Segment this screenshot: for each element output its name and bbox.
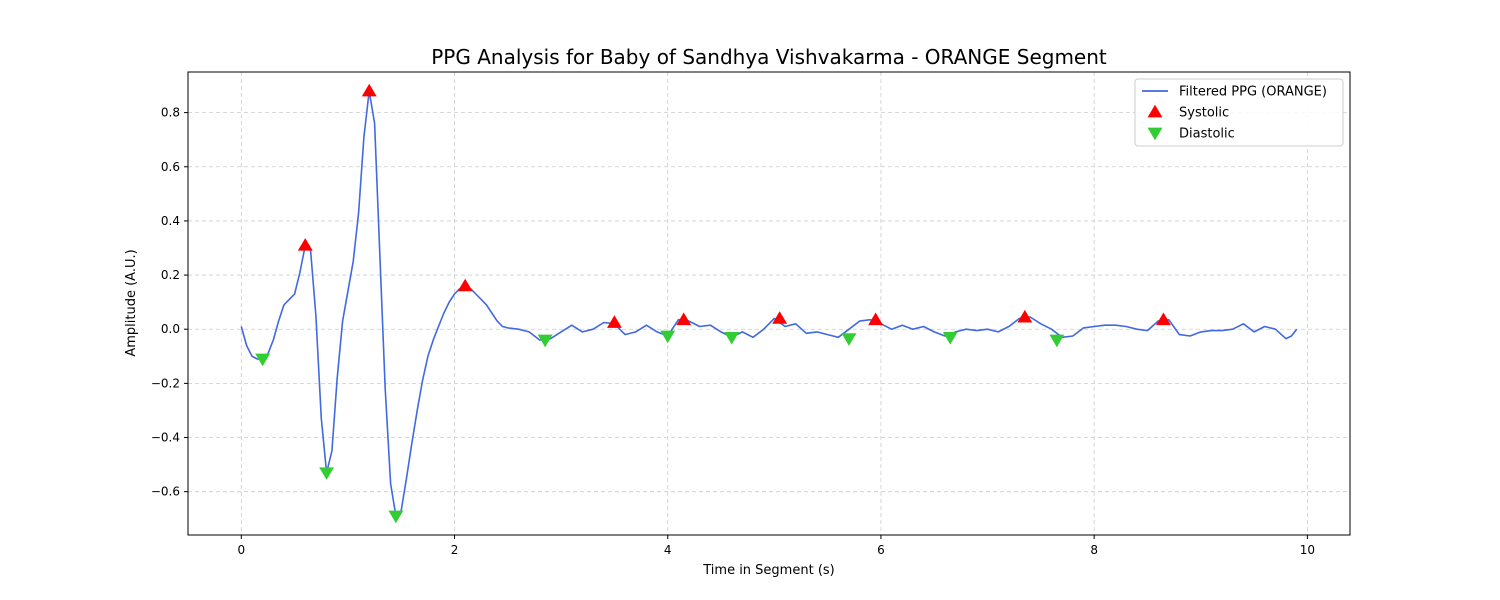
diastolic-marker [724, 331, 740, 345]
x-tick-label: 2 [451, 543, 459, 557]
x-axis-label: Time in Segment (s) [702, 563, 834, 578]
systolic-marker [297, 238, 313, 251]
systolic-marker [361, 83, 377, 97]
systolic-marker [676, 312, 692, 326]
y-tick-label: −0.2 [151, 376, 180, 390]
y-tick-label: −0.6 [151, 485, 180, 499]
x-tick-label: 10 [1300, 543, 1315, 557]
y-axis: −0.6 −0.4 −0.2 0.0 0.2 0.4 0.6 0.8 [151, 106, 188, 499]
legend-box [1134, 78, 1344, 147]
systolic-marker [868, 312, 884, 326]
diastolic-marker [319, 467, 335, 480]
y-tick-label: 0.6 [161, 160, 180, 174]
legend-entry-label: Systolic [1179, 106, 1229, 121]
legend-marker-swatch [1147, 127, 1163, 141]
plot-frame [187, 71, 1351, 536]
y-tick-label: −0.4 [151, 431, 180, 445]
y-tick-label: 0.8 [161, 106, 180, 120]
diastolic-marker [660, 330, 676, 344]
x-tick-label: 4 [664, 543, 672, 557]
ppg-signal-line [240, 90, 1298, 517]
systolic-marker [457, 278, 473, 292]
systolic-marker [1156, 312, 1171, 326]
diastolic-marker [942, 331, 958, 345]
plot-area [240, 83, 1298, 524]
legend: Filtered PPG (ORANGE) Systolic Diastolic [1134, 78, 1344, 147]
systolic-marker [772, 311, 788, 324]
x-tick-label: 8 [1090, 543, 1098, 557]
chart-title: PPG Analysis for Baby of Sandhya Vishvak… [431, 45, 1107, 69]
systolic-marker [1017, 309, 1033, 323]
diastolic-marker [537, 334, 553, 348]
x-axis: 0 2 4 6 8 10 [237, 535, 1315, 557]
x-tick-label: 6 [877, 543, 885, 557]
diastolic-marker [841, 333, 857, 346]
legend-marker-swatch [1147, 104, 1163, 118]
y-tick-label: 0.2 [161, 268, 180, 282]
legend-entry-label: Diastolic [1179, 127, 1235, 142]
y-axis-label: Amplitude (A.U.) [124, 249, 139, 356]
diastolic-marker [388, 510, 404, 524]
diastolic-marker [255, 353, 271, 367]
legend-entry-label: Filtered PPG (ORANGE) [1179, 85, 1327, 100]
y-tick-label: 0.4 [161, 214, 180, 228]
y-tick-label: 0.0 [161, 322, 180, 336]
diastolic-marker [1049, 334, 1065, 348]
x-tick-label: 0 [237, 543, 245, 557]
systolic-marker [606, 315, 622, 328]
